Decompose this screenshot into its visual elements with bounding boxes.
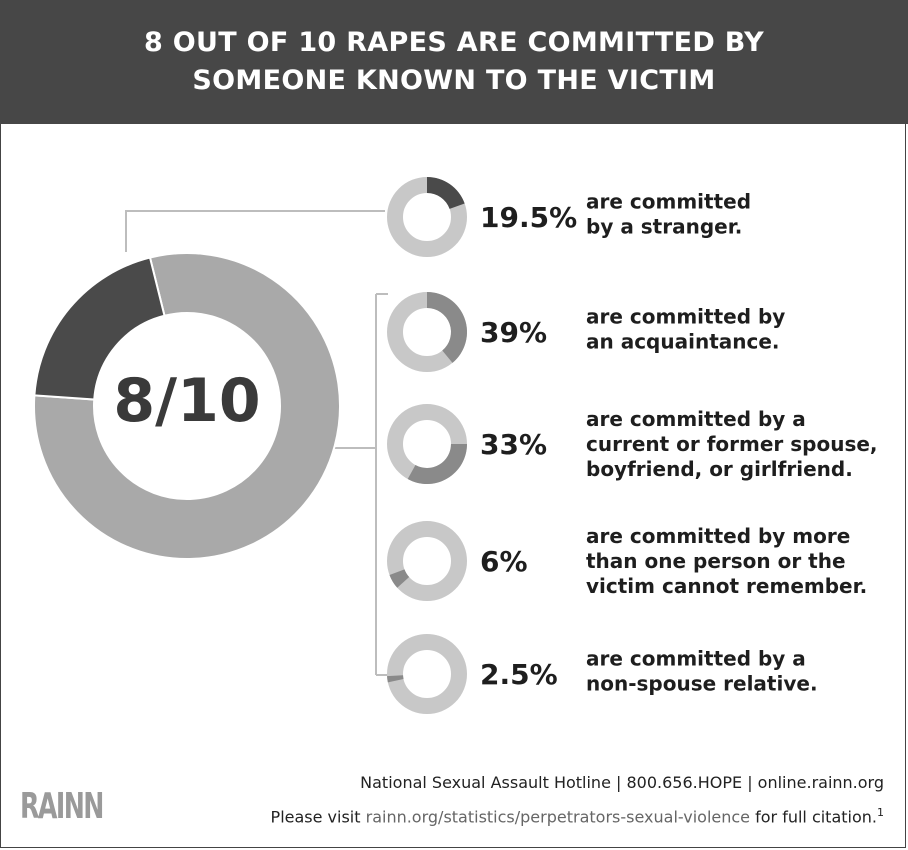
breakdown-description: boyfriend, or girlfriend. xyxy=(586,457,853,481)
citation-mark: 1 xyxy=(877,806,884,819)
citation-suffix: for full citation. xyxy=(750,807,877,827)
main-donut-center-label: 8/10 xyxy=(113,366,260,436)
breakdown-description: are committed by a xyxy=(586,647,806,671)
connector-line xyxy=(125,210,385,252)
rainn-logo: RAINN xyxy=(20,786,104,827)
breakdown-description: are committed by xyxy=(586,305,785,329)
breakdown-description: victim cannot remember. xyxy=(586,574,867,598)
citation-prefix: Please visit xyxy=(270,807,366,827)
small-donut-segment xyxy=(389,569,410,588)
connector-lines xyxy=(125,210,388,676)
citation-link[interactable]: rainn.org/statistics/perpetrators-sexual… xyxy=(365,807,751,827)
breakdown-description: non-spouse relative. xyxy=(586,672,818,696)
breakdown-percent: 6% xyxy=(480,545,528,578)
breakdown-description: than one person or the xyxy=(586,549,846,573)
small-donut-track xyxy=(387,521,467,601)
breakdown-percent: 33% xyxy=(480,428,547,461)
breakdown-percent: 19.5% xyxy=(480,201,577,234)
breakdown-description: by a stranger. xyxy=(586,215,742,239)
citation-note: Please visit rainn.org/statistics/perpet… xyxy=(271,806,884,826)
small-donut-segment xyxy=(407,444,467,485)
breakdown-percent: 39% xyxy=(480,316,547,349)
breakdown-description: are committed by a xyxy=(586,407,806,431)
breakdown-description: are committed xyxy=(586,190,751,214)
small-donut-segment xyxy=(427,292,467,363)
small-donut-track xyxy=(387,634,467,714)
title-line-2: SOMEONE KNOWN TO THE VICTIM xyxy=(192,65,716,96)
breakdown-description: are committed by more xyxy=(586,524,850,548)
small-donut-segment xyxy=(387,675,404,683)
main-donut-slice-known xyxy=(33,252,341,560)
main-donut-chart xyxy=(33,252,341,560)
title-banner: 8 OUT OF 10 RAPES ARE COMMITTED BY SOMEO… xyxy=(0,0,908,124)
title-line-1: 8 OUT OF 10 RAPES ARE COMMITTED BY xyxy=(143,27,765,58)
breakdown-description: an acquaintance. xyxy=(586,330,780,354)
breakdown-percent: 2.5% xyxy=(480,658,558,691)
breakdown-description: current or former spouse, xyxy=(586,432,878,456)
small-donut-segment xyxy=(427,177,465,209)
main-donut-slice-stranger xyxy=(33,256,166,401)
hotline-info: National Sexual Assault Hotline | 800.65… xyxy=(360,773,884,792)
